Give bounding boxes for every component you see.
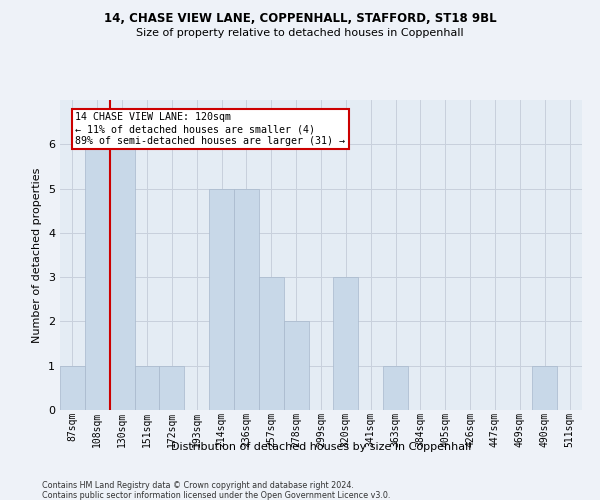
Text: Size of property relative to detached houses in Coppenhall: Size of property relative to detached ho… bbox=[136, 28, 464, 38]
Bar bbox=[383, 366, 408, 410]
Bar bbox=[209, 188, 234, 410]
Text: Distribution of detached houses by size in Coppenhall: Distribution of detached houses by size … bbox=[171, 442, 471, 452]
Text: 14, CHASE VIEW LANE, COPPENHALL, STAFFORD, ST18 9BL: 14, CHASE VIEW LANE, COPPENHALL, STAFFOR… bbox=[104, 12, 496, 26]
Text: Contains public sector information licensed under the Open Government Licence v3: Contains public sector information licen… bbox=[42, 491, 391, 500]
Text: 14 CHASE VIEW LANE: 120sqm
← 11% of detached houses are smaller (4)
89% of semi-: 14 CHASE VIEW LANE: 120sqm ← 11% of deta… bbox=[76, 112, 346, 146]
Text: Contains HM Land Registry data © Crown copyright and database right 2024.: Contains HM Land Registry data © Crown c… bbox=[42, 481, 354, 490]
Bar bbox=[60, 366, 85, 410]
Bar bbox=[284, 322, 308, 410]
Y-axis label: Number of detached properties: Number of detached properties bbox=[32, 168, 43, 342]
Bar bbox=[160, 366, 184, 410]
Bar bbox=[259, 277, 284, 410]
Bar bbox=[85, 144, 110, 410]
Bar bbox=[334, 277, 358, 410]
Bar bbox=[110, 144, 134, 410]
Bar bbox=[234, 188, 259, 410]
Bar bbox=[134, 366, 160, 410]
Bar bbox=[532, 366, 557, 410]
